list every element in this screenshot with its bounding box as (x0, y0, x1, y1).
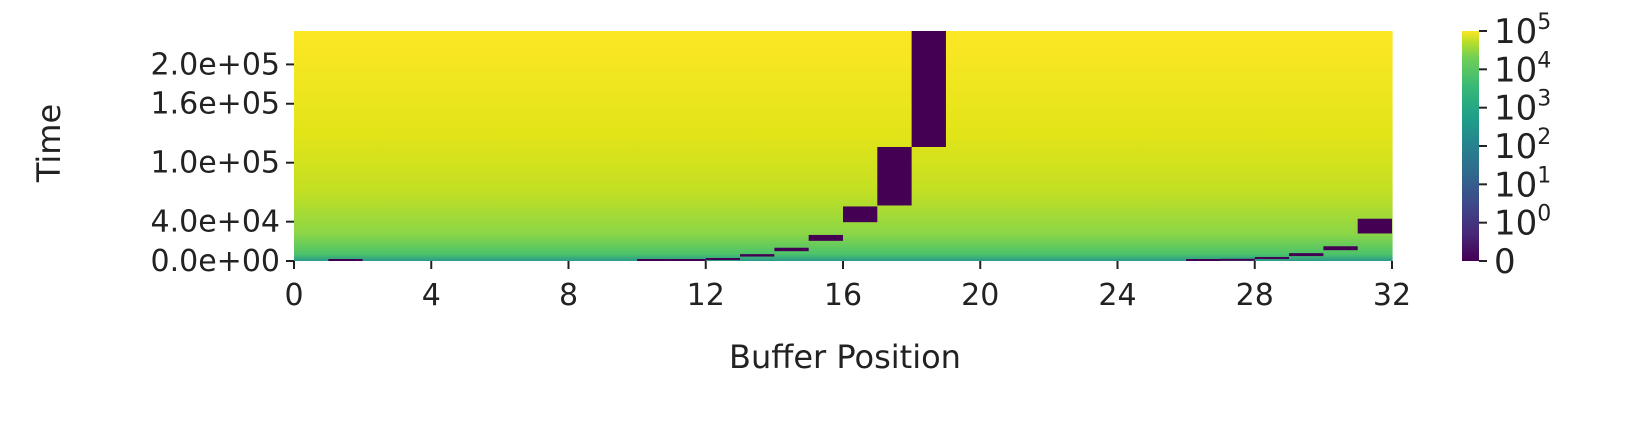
zero-region (877, 146, 912, 206)
heatmap-column (362, 31, 398, 261)
zero-region (1323, 246, 1358, 251)
heatmap-column (671, 31, 707, 261)
heatmap-column (396, 31, 432, 261)
heatmap-cells (294, 31, 1393, 261)
zero-region (1254, 257, 1290, 260)
heatmap-column (602, 31, 638, 261)
zero-region (808, 234, 843, 241)
colorbar-tick-label: 100 (1494, 202, 1551, 244)
y-tick-label: 1.6e+05 (151, 87, 280, 122)
colorbar (1462, 31, 1479, 261)
colorbar-tick-label: 0 (1494, 242, 1516, 282)
zero-region (911, 31, 946, 147)
heatmap-column (465, 31, 501, 261)
zero-regions (328, 31, 1392, 261)
heatmap-column (1048, 31, 1084, 261)
y-tick-label: 2.0e+05 (151, 47, 280, 82)
heatmap-column (1083, 31, 1119, 261)
x-tick-label: 28 (1236, 278, 1274, 313)
zero-region (1289, 253, 1324, 257)
heatmap-column (808, 31, 844, 261)
y-tick-label: 4.0e+04 (151, 205, 280, 240)
colorbar-tick-label: 102 (1494, 125, 1551, 167)
zero-region (1220, 258, 1255, 261)
zero-region (328, 259, 363, 261)
heatmap-column (499, 31, 535, 261)
x-tick-label: 8 (559, 278, 578, 313)
zero-region (843, 206, 878, 223)
heatmap-column (328, 31, 364, 261)
heatmap-column (843, 31, 878, 261)
heatmap-column (1323, 31, 1359, 261)
heatmap-column (1014, 31, 1050, 261)
x-tick-label: 12 (687, 278, 725, 313)
heatmap-column (1254, 31, 1290, 261)
zero-region (774, 247, 809, 252)
heatmap-column (1117, 31, 1153, 261)
heatmap-column (1289, 31, 1324, 261)
x-tick-label: 16 (824, 278, 862, 313)
heatmap-column (705, 31, 741, 261)
zero-region (1186, 259, 1221, 261)
heatmap-column (1186, 31, 1222, 261)
heatmap-column (980, 31, 1016, 261)
zero-region (637, 259, 672, 261)
y-tick-label: 1.0e+05 (151, 146, 280, 181)
x-tick-label: 24 (1098, 278, 1136, 313)
x-tick-label: 0 (284, 278, 303, 313)
heatmap-column (1220, 31, 1256, 261)
y-axis-label: Time (30, 104, 68, 183)
x-axis-label: Buffer Position (729, 338, 961, 376)
axes: 0 4 8 12 16 20 24 28 32 0.0e+00 4.0e+04 1.0e+05 1.6e… (151, 47, 1412, 313)
heatmap-column (294, 31, 329, 261)
heatmap-column (877, 31, 913, 261)
colorbar-tick-label: 105 (1494, 10, 1551, 52)
x-tick-label: 20 (961, 278, 999, 313)
heatmap-column (1151, 31, 1187, 261)
x-tick-label: 32 (1373, 278, 1411, 313)
zero-region (740, 254, 775, 257)
zero-region (705, 258, 741, 261)
heatmap-column (534, 31, 570, 261)
colorbar-tick-label: 104 (1494, 48, 1551, 90)
heatmap-column (945, 31, 981, 261)
colorbar-tick-label: 101 (1494, 163, 1551, 205)
heatmap-column (740, 31, 775, 261)
heatmap-column (431, 31, 467, 261)
zero-region (1357, 218, 1392, 234)
y-tick-label: 0.0e+00 (151, 244, 280, 279)
zero-region (671, 259, 706, 261)
heatmap-column (568, 31, 604, 261)
heatmap-column (637, 31, 673, 261)
heatmap-column (774, 31, 810, 261)
x-tick-label: 4 (422, 278, 441, 313)
colorbar-tick-label: 103 (1494, 87, 1551, 129)
